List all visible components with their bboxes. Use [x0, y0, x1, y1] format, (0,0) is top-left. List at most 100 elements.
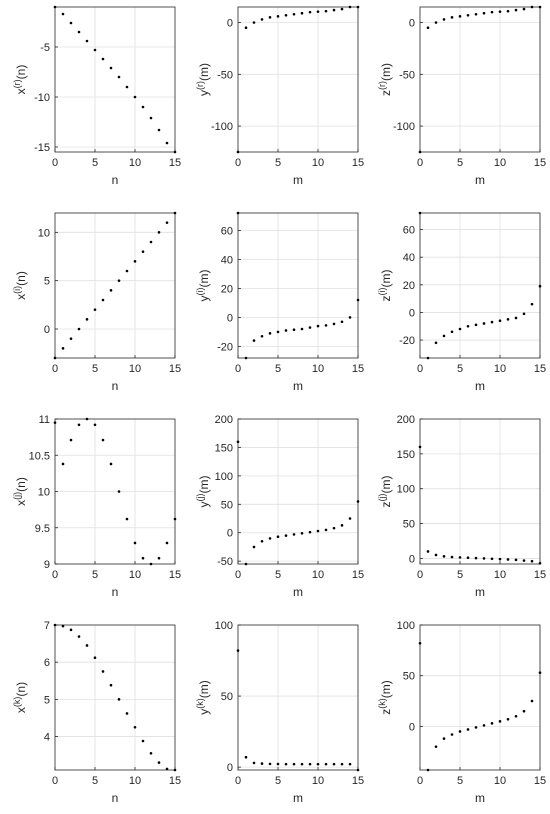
x-tick-label: 5: [275, 363, 281, 375]
data-point: [61, 347, 65, 350]
data-point: [292, 12, 296, 16]
y-tick-label: 7: [44, 620, 50, 632]
x-tick-label: 15: [352, 363, 364, 375]
axes-box: [237, 418, 359, 565]
data-point: [157, 556, 161, 560]
data-point: [149, 751, 153, 755]
chart-panel-4: 0 5 10 15 0 5 10 n x(i)(n): [12, 211, 181, 393]
data-point: [292, 762, 296, 766]
data-point: [85, 644, 89, 647]
data-point: [450, 555, 454, 559]
data-point: [101, 298, 105, 302]
y-axis-label: x(k)(n): [12, 682, 28, 713]
y-tick-label: 0: [227, 762, 233, 774]
data-point: [308, 530, 312, 534]
data-point: [69, 21, 73, 25]
data-point: [236, 649, 240, 652]
data-point: [109, 683, 113, 687]
data-point: [474, 556, 478, 560]
y-axis-label: y(r)(m): [195, 63, 211, 96]
data-point: [530, 5, 534, 9]
data-point: [332, 322, 336, 326]
data-point: [418, 445, 422, 449]
data-point: [458, 730, 462, 733]
data-point: [292, 328, 296, 332]
x-tick-label: 15: [169, 775, 181, 787]
data-point: [244, 755, 248, 759]
data-point: [61, 624, 65, 628]
data-point: [260, 334, 264, 338]
x-tick-label: 10: [129, 363, 141, 375]
chart-panel-12: 0 5 10 15 0 50 100 m z(k)(m): [377, 620, 546, 805]
data-point: [117, 490, 121, 493]
data-point: [165, 541, 169, 545]
data-point: [300, 531, 304, 535]
data-point: [125, 517, 129, 521]
data-point: [340, 320, 344, 324]
data-point: [53, 356, 57, 360]
y-tick-label: 0: [44, 324, 50, 336]
data-point: [85, 318, 89, 321]
data-point: [276, 330, 280, 334]
data-point: [356, 500, 360, 503]
x-axis-label: n: [112, 379, 119, 393]
y-tick-label: 100: [397, 484, 415, 496]
x-tick-label: 15: [352, 775, 364, 787]
data-point: [157, 231, 161, 234]
data-point: [538, 5, 542, 9]
data-point: [316, 10, 320, 13]
data-point: [522, 709, 526, 713]
x-axis-label: m: [475, 585, 485, 599]
data-point: [292, 533, 296, 536]
data-point: [530, 699, 534, 703]
x-tick-label: 5: [92, 775, 98, 787]
x-tick-label: 10: [494, 569, 506, 581]
y-tick-label: 100: [215, 620, 233, 632]
data-point: [434, 341, 438, 345]
y-tick-label: -20: [217, 341, 233, 353]
data-point: [474, 323, 478, 327]
axes-box: [419, 6, 541, 153]
data-point: [268, 16, 272, 19]
data-point: [260, 762, 264, 765]
data-point: [514, 558, 518, 562]
x-tick-label: 15: [352, 157, 364, 169]
x-tick-label: 0: [52, 775, 58, 787]
data-point: [77, 327, 81, 331]
data-point: [324, 324, 328, 327]
y-tick-label: 0: [409, 721, 415, 733]
data-point: [482, 322, 486, 325]
data-point: [61, 462, 65, 466]
data-point: [284, 13, 288, 17]
y-tick-label: 50: [221, 691, 233, 703]
data-point: [466, 324, 470, 328]
data-point: [53, 5, 57, 9]
data-point: [538, 671, 542, 674]
y-tick-label: -20: [399, 335, 415, 347]
data-point: [482, 11, 486, 15]
data-point: [316, 529, 320, 533]
axes-box: [419, 212, 541, 359]
data-point: [109, 462, 113, 466]
x-tick-label: 10: [312, 363, 324, 375]
data-point: [474, 12, 478, 16]
data-point: [490, 722, 494, 725]
chart-panel-7: 0 5 10 15 9 9.5 10 10.5 11 n x(j)(n): [12, 414, 181, 599]
data-point: [434, 21, 438, 24]
data-point: [482, 557, 486, 560]
data-point: [316, 762, 320, 766]
data-point: [133, 95, 137, 99]
data-point: [141, 105, 145, 109]
data-point: [69, 628, 73, 632]
data-point: [268, 332, 272, 335]
data-point: [276, 535, 280, 539]
data-point: [498, 10, 502, 13]
data-point: [490, 10, 494, 14]
x-tick-label: 5: [92, 363, 98, 375]
x-axis-label: m: [293, 791, 303, 805]
data-point: [117, 698, 121, 701]
data-point: [252, 761, 256, 765]
data-point: [490, 320, 494, 324]
data-point: [340, 524, 344, 527]
